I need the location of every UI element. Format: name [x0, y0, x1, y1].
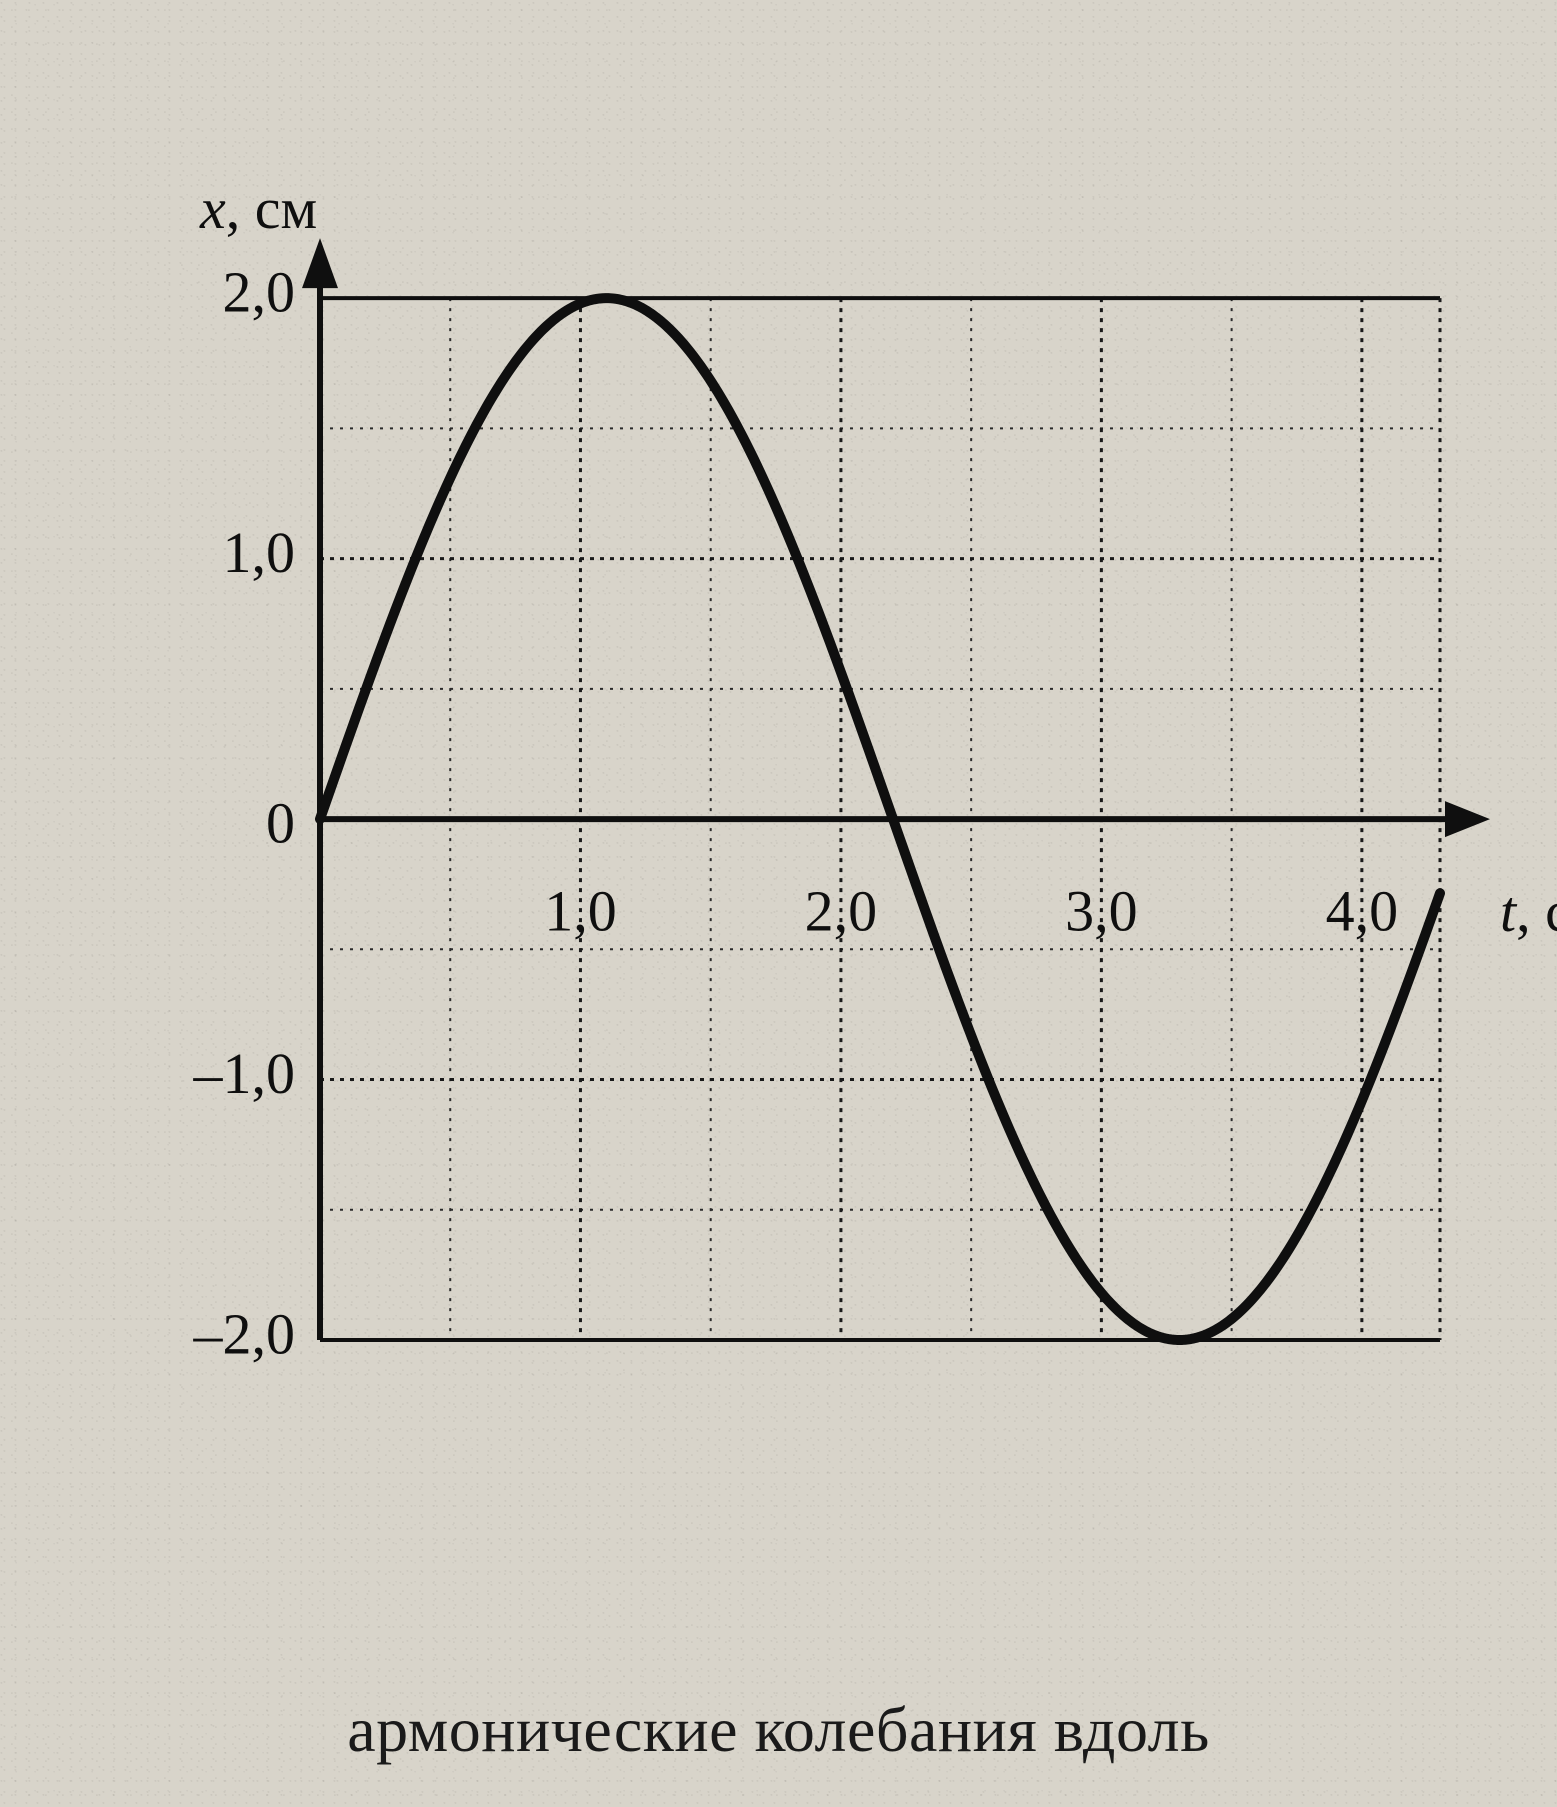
svg-text:–2,0: –2,0: [193, 1301, 296, 1366]
svg-text:3,0: 3,0: [1065, 879, 1138, 944]
svg-text:x, см: x, см: [199, 176, 317, 241]
svg-text:0: 0: [266, 790, 295, 855]
svg-text:–1,0: –1,0: [193, 1041, 296, 1106]
svg-text:1,0: 1,0: [544, 879, 617, 944]
svg-text:2,0: 2,0: [223, 259, 296, 324]
axes: [302, 238, 1490, 1340]
svg-text:t, с: t, с: [1500, 879, 1557, 944]
svg-text:1,0: 1,0: [223, 520, 296, 585]
tick-labels: –2,0 –1,0 0 1,0 2,0 1,0 2,0 3,0 4,0: [193, 259, 1399, 1366]
oscillation-chart: –2,0 –1,0 0 1,0 2,0 1,0 2,0 3,0 4,0 x, см t, с: [0, 120, 1557, 1620]
caption-fragment: армонические колебания вдоль: [0, 1693, 1557, 1767]
svg-text:4,0: 4,0: [1326, 879, 1399, 944]
svg-text:2,0: 2,0: [805, 879, 878, 944]
